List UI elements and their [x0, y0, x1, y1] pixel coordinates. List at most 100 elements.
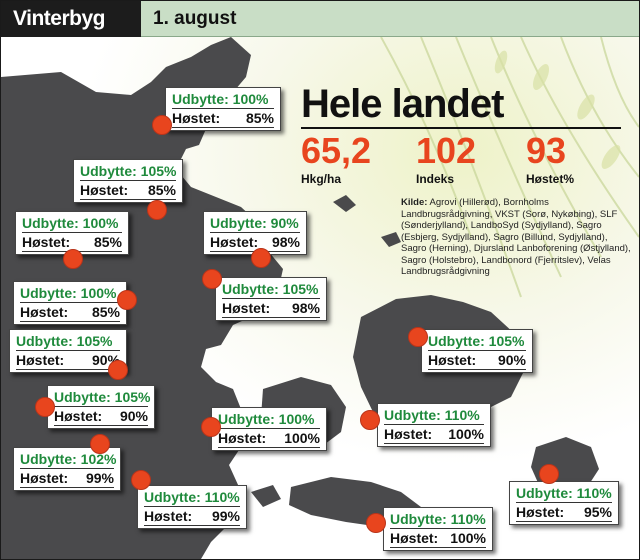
harvest-value: 100%	[284, 430, 320, 446]
region-marker	[539, 464, 559, 484]
region-marker	[147, 200, 167, 220]
harvest-value: 85%	[147, 182, 176, 198]
harvest-value: 85%	[93, 234, 122, 250]
harvest-value: 90%	[119, 408, 148, 424]
yield-label: Udbytte:	[144, 489, 201, 505]
yield-line: Udbytte: 110%	[144, 488, 240, 507]
yield-line: Udbytte: 105%	[16, 332, 120, 351]
harvest-label: Høstet:	[20, 304, 69, 320]
yield-value: 90%	[270, 215, 299, 231]
yield-label: Udbytte:	[80, 163, 137, 179]
yield-value: 100%	[82, 215, 119, 231]
harvest-value: 99%	[211, 508, 240, 524]
harvest-label: Høstet:	[390, 530, 439, 546]
harvest-label: Høstet:	[210, 234, 259, 250]
region-marker	[201, 417, 221, 437]
harvest-line: Høstet: 85%	[172, 109, 274, 128]
header-title: Vinterbyg	[1, 1, 141, 37]
harvest-value: 90%	[497, 352, 526, 368]
yield-value: 100%	[278, 411, 315, 427]
source-label: Kilde:	[401, 197, 428, 208]
harvest-line: Høstet: 85%	[80, 181, 176, 200]
yield-value: 110%	[576, 485, 612, 501]
harvest-label: Høstet:	[20, 470, 69, 486]
yield-line: Udbytte: 90%	[210, 214, 300, 233]
region-marker	[408, 327, 428, 347]
header-bar: Vinterbyg 1. august	[1, 1, 639, 37]
yield-label: Udbytte:	[384, 407, 441, 423]
yield-value: 105%	[282, 281, 319, 297]
island-landmass	[333, 195, 356, 212]
summary-label-index: Indeks	[416, 172, 455, 186]
yield-label: Udbytte:	[22, 215, 79, 231]
harvest-value: 99%	[85, 470, 114, 486]
region-callout: Udbytte: 105% Høstet: 85%	[73, 159, 183, 203]
region-callout: Udbytte: 105% Høstet: 90%	[421, 329, 533, 373]
region-callout: Udbytte: 100% Høstet: 85%	[165, 87, 281, 131]
region-callout: Udbytte: 110% Høstet: 100%	[377, 403, 491, 447]
region-callout: Udbytte: 110% Høstet: 100%	[383, 507, 493, 551]
region-marker	[63, 249, 83, 269]
yield-label: Udbytte:	[54, 389, 111, 405]
harvest-line: Høstet: 90%	[428, 351, 526, 370]
region-marker	[35, 397, 55, 417]
harvest-line: Høstet: 98%	[222, 299, 320, 318]
yield-line: Udbytte: 102%	[20, 450, 116, 469]
yield-value: 105%	[488, 333, 525, 349]
region-marker	[117, 290, 137, 310]
harvest-label: Høstet:	[172, 110, 221, 126]
harvest-value: 85%	[245, 110, 274, 126]
harvest-label: Høstet:	[22, 234, 71, 250]
harvest-line: Høstet: 90%	[16, 351, 120, 370]
source-note: Kilde: Agrovi (Hillerød), Bornholms Land…	[401, 197, 631, 278]
yield-value: 105%	[140, 163, 177, 179]
harvest-value: 100%	[450, 530, 486, 546]
yield-line: Udbytte: 110%	[516, 484, 612, 503]
yield-value: 110%	[444, 407, 480, 423]
harvest-line: Høstet: 99%	[20, 469, 114, 488]
harvest-line: Høstet: 85%	[20, 303, 120, 322]
harvest-value: 100%	[448, 426, 484, 442]
header-date: 1. august	[141, 1, 639, 37]
summary-value-harvested: 93	[526, 130, 567, 171]
harvest-label: Høstet:	[218, 430, 267, 446]
summary-label-harvested: Høstet%	[526, 172, 575, 186]
yield-label: Udbytte:	[20, 451, 77, 467]
yield-value: 100%	[232, 91, 269, 107]
harvest-value: 85%	[91, 304, 120, 320]
harvest-line: Høstet: 100%	[384, 425, 484, 444]
yield-label: Udbytte:	[16, 333, 73, 349]
region-marker	[251, 248, 271, 268]
region-callout: Udbytte: 90% Høstet: 98%	[203, 211, 307, 255]
region-marker	[152, 115, 172, 135]
region-callout: Udbytte: 100% Høstet: 100%	[211, 407, 327, 451]
harvest-line: Høstet: 85%	[22, 233, 122, 252]
yield-value: 105%	[114, 389, 151, 405]
region-marker	[108, 360, 128, 380]
harvest-label: Høstet:	[144, 508, 193, 524]
region-callout: Udbytte: 110% Høstet: 95%	[509, 481, 619, 525]
harvest-label: Høstet:	[54, 408, 103, 424]
yield-line: Udbytte: 100%	[20, 284, 120, 303]
yield-label: Udbytte:	[172, 91, 229, 107]
source-text: Agrovi (Hillerød), Bornholms Landbrugsrå…	[401, 197, 631, 277]
harvest-label: Høstet:	[222, 300, 271, 316]
yield-line: Udbytte: 105%	[80, 162, 176, 181]
island-landmass	[381, 232, 401, 247]
national-summary: Hele landet 65,2 102 93 Hkg/ha Indeks Hø…	[301, 81, 621, 187]
region-marker	[366, 513, 386, 533]
harvest-label: Høstet:	[428, 352, 477, 368]
harvest-value: 95%	[583, 504, 612, 520]
island-landmass	[251, 485, 281, 507]
region-marker	[90, 434, 110, 454]
harvest-value: 98%	[291, 300, 320, 316]
harvest-line: Høstet: 90%	[54, 407, 148, 426]
yield-line: Udbytte: 100%	[172, 90, 274, 109]
yield-value: 100%	[80, 285, 117, 301]
harvest-value: 98%	[271, 234, 300, 250]
region-callout: Udbytte: 100% Høstet: 85%	[13, 281, 127, 325]
yield-line: Udbytte: 100%	[218, 410, 320, 429]
yield-value: 110%	[450, 511, 486, 527]
yield-label: Udbytte:	[390, 511, 447, 527]
